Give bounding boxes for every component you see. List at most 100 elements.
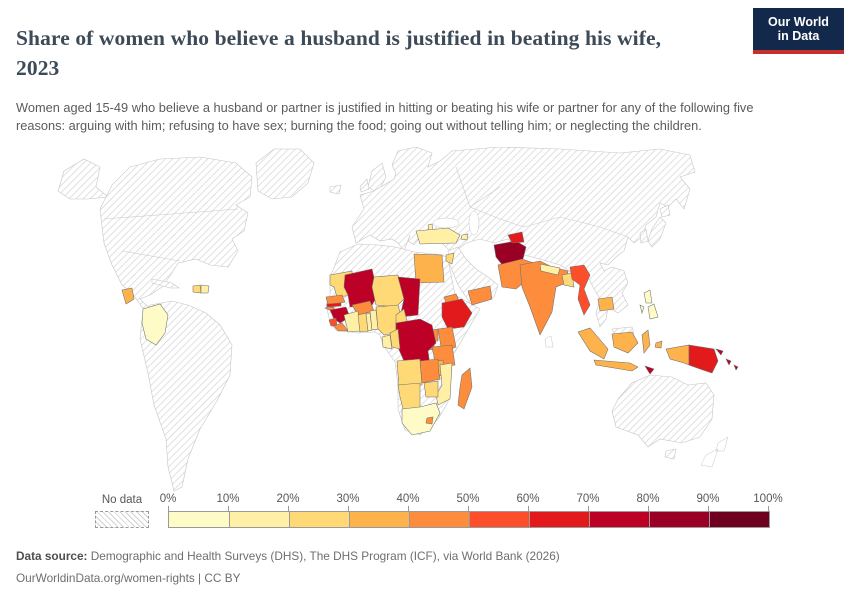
country-congo[interactable]: [389, 328, 401, 350]
legend-cell-70-80%[interactable]: [589, 512, 649, 527]
country-egypt[interactable]: [413, 253, 445, 284]
license-line[interactable]: OurWorldinData.org/women-rights | CC BY: [16, 570, 241, 585]
region-sri-lanka[interactable]: [544, 335, 554, 348]
country-madagascar[interactable]: [457, 367, 473, 410]
legend-cell-40-50%[interactable]: [409, 512, 469, 527]
country-solomon-islands[interactable]: [715, 348, 739, 371]
legend-tick-label: 100%: [753, 493, 783, 505]
country-yemen[interactable]: [467, 285, 493, 306]
country-chad[interactable]: [397, 276, 421, 318]
country-ethiopia[interactable]: [441, 298, 473, 330]
country-haiti[interactable]: [192, 284, 202, 294]
data-source-label: Data source:: [16, 549, 88, 563]
legend-tick-mark: [168, 506, 169, 511]
country-timor-leste[interactable]: [644, 365, 655, 375]
region-cuba[interactable]: [151, 278, 180, 289]
region-tasmania[interactable]: [664, 448, 677, 460]
country-south-africa[interactable]: [401, 402, 441, 436]
legend-tick-mark: [408, 506, 409, 511]
us-canada-border: [103, 208, 239, 220]
world-map[interactable]: [0, 146, 850, 495]
legend-cell-10-20%[interactable]: [229, 512, 289, 527]
asia-internal-borders: [455, 166, 629, 238]
country-zambia[interactable]: [419, 358, 441, 384]
owid-logo-line1: Our World: [768, 15, 829, 29]
country-jordan[interactable]: [445, 252, 455, 265]
country-turkey[interactable]: [415, 227, 461, 245]
country-cambodia[interactable]: [597, 296, 615, 312]
country-guatemala[interactable]: [121, 287, 135, 305]
country-mozambique[interactable]: [435, 362, 453, 406]
country-gambia[interactable]: [326, 302, 342, 308]
legend-bins: [168, 511, 770, 528]
region-south-america[interactable]: [139, 300, 233, 492]
country-colombia[interactable]: [141, 303, 169, 346]
country-indonesia[interactable]: [577, 327, 690, 372]
page-title: Share of women who believe a husband is …: [16, 26, 662, 81]
data-source-text: Demographic and Health Surveys (DHS), Th…: [87, 549, 560, 563]
region-australia[interactable]: [611, 374, 715, 448]
map-legend: No data 0% 10% 20% 30% 40% 50% 60% 70% 80% 90% 100…: [95, 492, 783, 534]
country-lesotho[interactable]: [425, 416, 434, 425]
caspian-sea: [468, 210, 480, 236]
country-zimbabwe[interactable]: [423, 380, 439, 398]
country-tajikistan[interactable]: [507, 231, 525, 244]
country-senegal[interactable]: [325, 294, 346, 306]
country-nepal[interactable]: [539, 263, 561, 276]
no-data-label: No data: [101, 494, 143, 506]
legend-tick-mark: [288, 506, 289, 511]
country-myanmar[interactable]: [569, 264, 591, 316]
region-north-america[interactable]: [99, 156, 253, 322]
region-iceland[interactable]: [329, 184, 342, 195]
no-data-swatch[interactable]: [95, 511, 149, 528]
country-dominican-republic[interactable]: [200, 284, 210, 294]
country-gabon[interactable]: [381, 334, 393, 350]
region-korea[interactable]: [639, 228, 649, 244]
legend-tick-label: 70%: [576, 493, 600, 505]
legend-cell-0-10%[interactable]: [169, 512, 229, 527]
legend-tick-label: 0%: [159, 493, 177, 505]
legend-tick-mark: [768, 506, 769, 511]
region-alaska[interactable]: [57, 158, 109, 200]
legend-cell-30-40%[interactable]: [349, 512, 409, 527]
region-ireland[interactable]: [359, 178, 370, 193]
chart-subtitle: Women aged 15-49 who believe a husband o…: [16, 99, 754, 133]
legend-tick-mark: [588, 506, 589, 511]
owid-logo[interactable]: Our World in Data: [753, 8, 844, 54]
legend-tick-label: 60%: [516, 493, 540, 505]
region-greenland[interactable]: [255, 148, 315, 200]
legend-tick-label: 30%: [336, 493, 360, 505]
legend-tick-mark: [228, 506, 229, 511]
us-mexico-border: [121, 250, 181, 262]
country-democratic-republic-of-congo[interactable]: [395, 318, 437, 370]
legend-tick-mark: [648, 506, 649, 511]
legend-tick-label: 80%: [636, 493, 660, 505]
legend-tick-label: 90%: [696, 493, 720, 505]
country-armenia[interactable]: [460, 233, 469, 241]
legend-tick-label: 10%: [216, 493, 240, 505]
legend-cell-50-60%[interactable]: [469, 512, 529, 527]
legend-tick-label: 50%: [456, 493, 480, 505]
legend-tick-mark: [468, 506, 469, 511]
choropleth-svg: [57, 146, 739, 492]
country-india[interactable]: [519, 260, 569, 336]
country-bangladesh[interactable]: [561, 272, 575, 288]
legend-cell-60-70%[interactable]: [529, 512, 589, 527]
country-philippines[interactable]: [639, 289, 659, 320]
region-new-zealand[interactable]: [700, 436, 729, 468]
legend-tick-label: 40%: [396, 493, 420, 505]
country-papua-new-guinea[interactable]: [688, 344, 719, 374]
legend-cell-20-30%[interactable]: [289, 512, 349, 527]
owid-logo-line2: in Data: [777, 29, 820, 44]
chart-footer: Data source: Demographic and Health Surv…: [16, 546, 836, 590]
legend-cell-90-100%[interactable]: [709, 512, 769, 527]
legend-cell-80-90%[interactable]: [649, 512, 709, 527]
region-eurasia[interactable]: [351, 146, 696, 328]
legend-ticks: 0% 10% 20% 30% 40% 50% 60% 70% 80% 90% 100%: [160, 492, 783, 511]
legend-tick-label: 20%: [276, 493, 300, 505]
legend-tick-mark: [348, 506, 349, 511]
legend-tick-mark: [708, 506, 709, 511]
region-hokkaido[interactable]: [659, 204, 671, 218]
country-angola[interactable]: [396, 358, 423, 388]
data-source-line: Data source: Demographic and Health Surv…: [16, 546, 836, 568]
